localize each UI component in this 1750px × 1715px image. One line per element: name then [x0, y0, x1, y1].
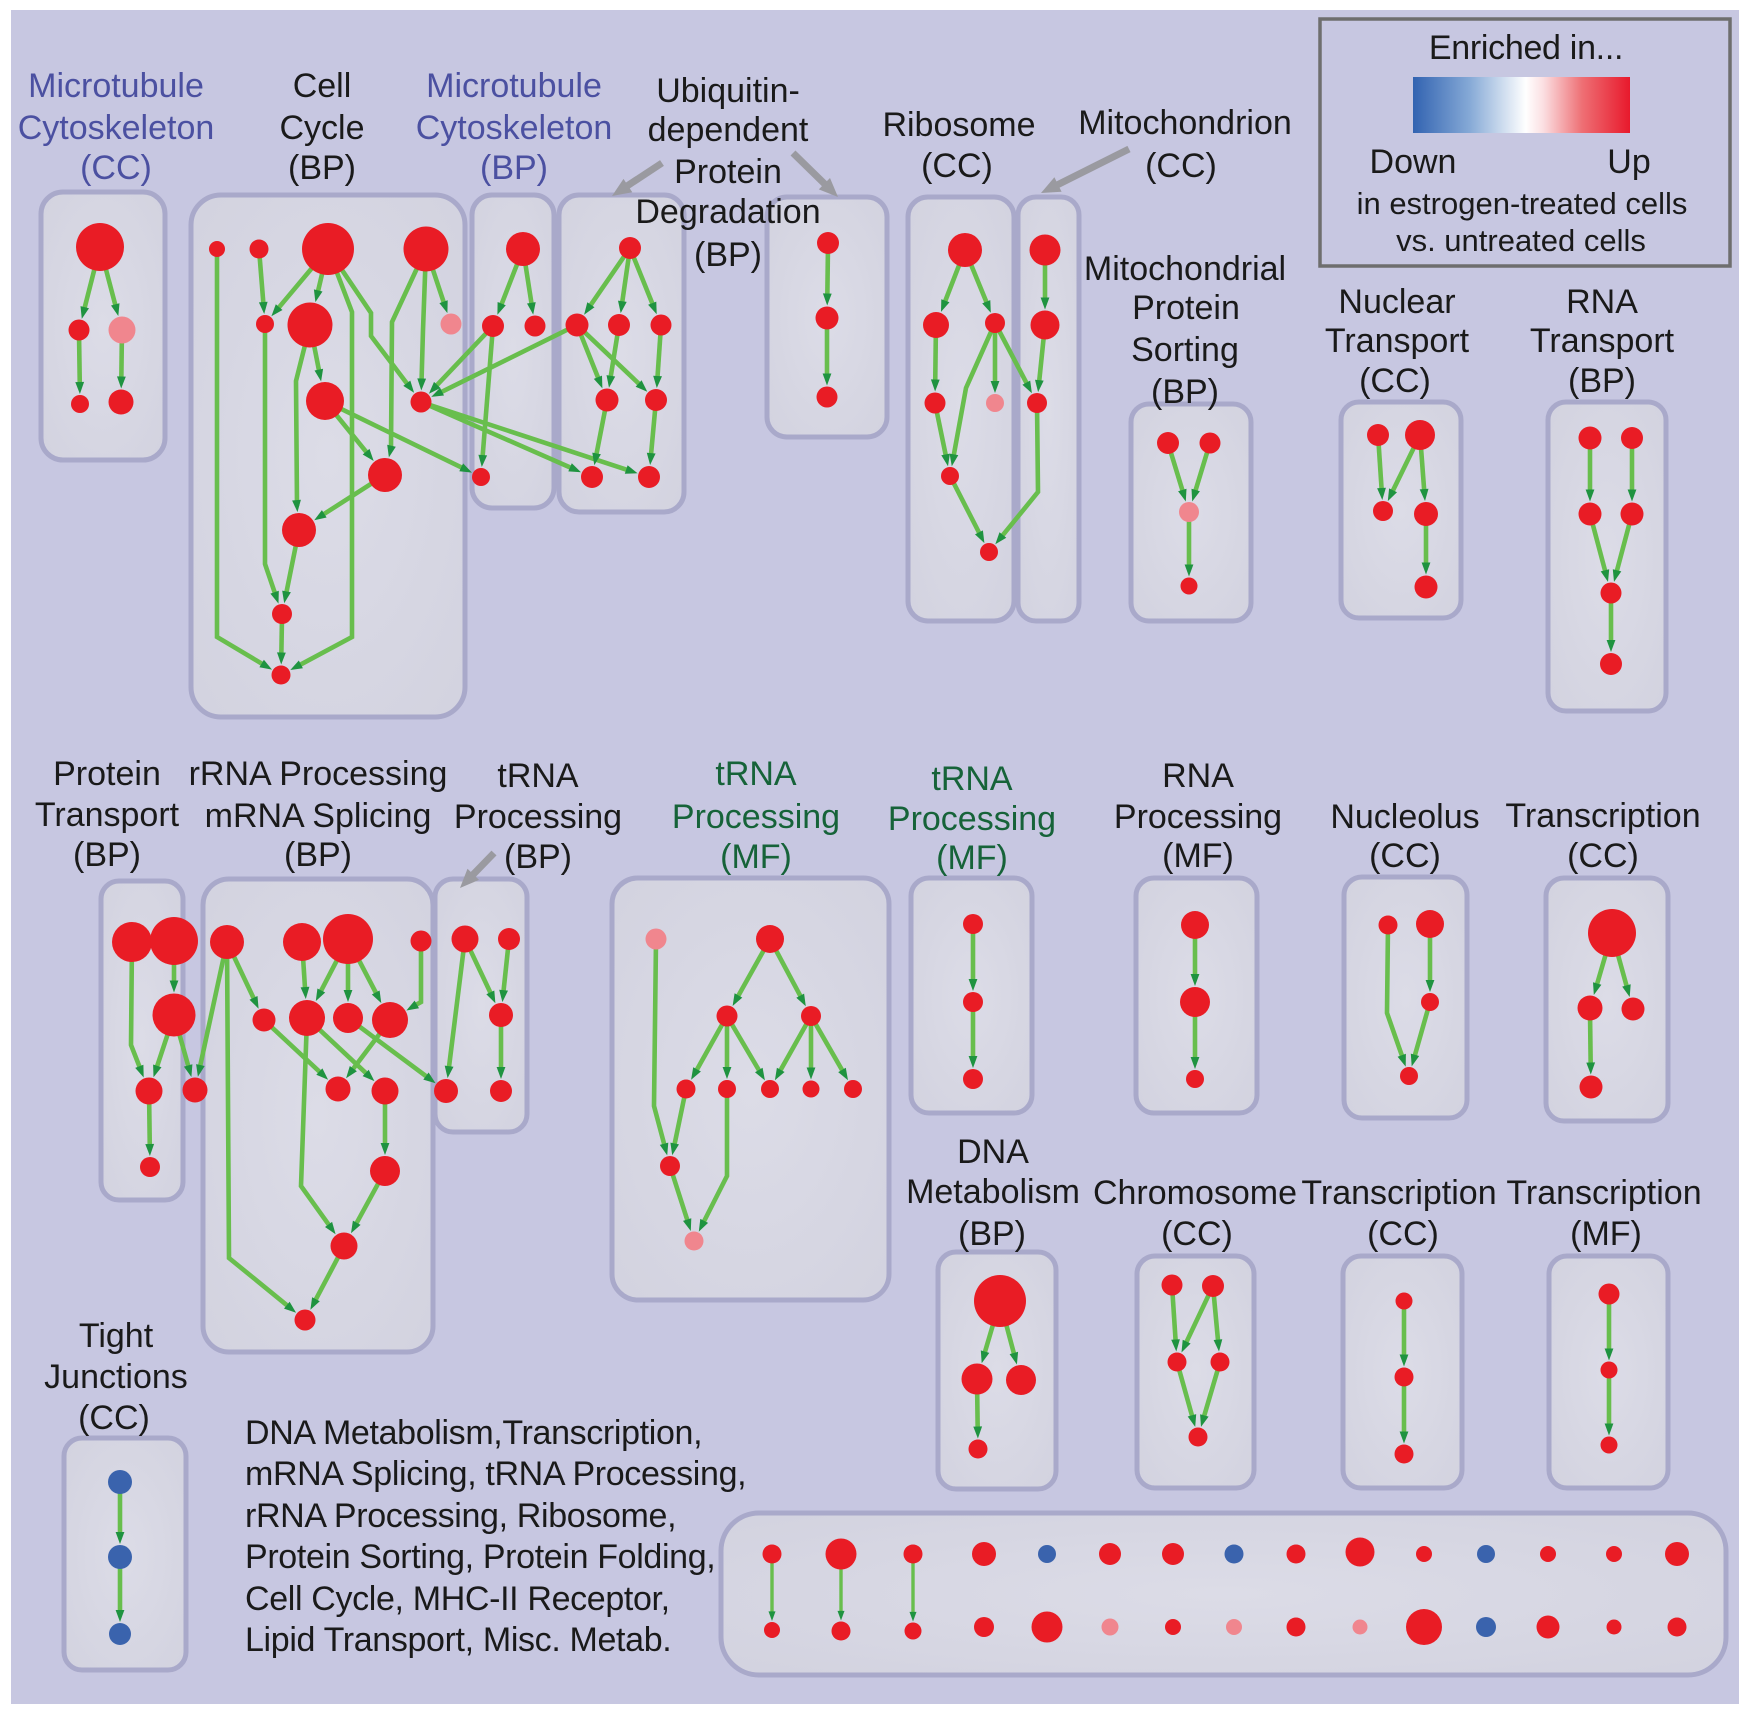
svg-text:DNA: DNA — [957, 1133, 1029, 1171]
svg-text:Ubiquitin-: Ubiquitin- — [656, 72, 800, 110]
svg-text:Cytoskeleton: Cytoskeleton — [18, 109, 215, 147]
svg-text:(CC): (CC) — [1145, 147, 1217, 185]
svg-text:Protein: Protein — [674, 153, 782, 191]
svg-text:Transport: Transport — [35, 796, 180, 834]
svg-text:Mitochondrial: Mitochondrial — [1084, 250, 1286, 288]
svg-text:Lipid Transport, Misc. Metab.: Lipid Transport, Misc. Metab. — [245, 1621, 671, 1659]
svg-text:(MF): (MF) — [1570, 1215, 1642, 1253]
svg-text:Ribosome: Ribosome — [882, 106, 1035, 144]
svg-text:in estrogen-treated cells: in estrogen-treated cells — [1357, 186, 1688, 221]
svg-text:Tight: Tight — [79, 1317, 154, 1355]
svg-text:Junctions: Junctions — [44, 1358, 188, 1396]
svg-text:DNA Metabolism,Transcription,: DNA Metabolism,Transcription, — [245, 1414, 702, 1452]
svg-text:(MF): (MF) — [1162, 837, 1234, 875]
svg-text:(BP): (BP) — [73, 836, 141, 874]
svg-text:RNA: RNA — [1566, 283, 1638, 321]
svg-text:Protein: Protein — [1132, 289, 1240, 327]
svg-text:mRNA Splicing: mRNA Splicing — [205, 797, 432, 835]
svg-text:(CC): (CC) — [80, 149, 152, 187]
svg-text:Microtubule: Microtubule — [426, 67, 602, 105]
svg-text:rRNA Processing, Ribosome,: rRNA Processing, Ribosome, — [245, 1497, 676, 1535]
svg-text:(MF): (MF) — [936, 839, 1008, 877]
svg-text:(CC): (CC) — [921, 147, 993, 185]
svg-text:Cycle: Cycle — [279, 109, 364, 147]
svg-text:(BP): (BP) — [1568, 362, 1636, 400]
svg-text:(BP): (BP) — [958, 1215, 1026, 1253]
svg-text:Down: Down — [1370, 143, 1457, 181]
svg-text:Processing: Processing — [672, 798, 840, 836]
svg-text:tRNA: tRNA — [497, 757, 579, 795]
svg-text:Protein Sorting, Protein Foldi: Protein Sorting, Protein Folding, — [245, 1538, 715, 1576]
svg-text:(MF): (MF) — [720, 838, 792, 876]
svg-text:Processing: Processing — [454, 798, 622, 836]
svg-text:(CC): (CC) — [78, 1399, 150, 1437]
svg-text:Metabolism: Metabolism — [906, 1173, 1080, 1211]
svg-text:mRNA Splicing, tRNA Processing: mRNA Splicing, tRNA Processing, — [245, 1455, 746, 1493]
svg-text:dependent: dependent — [648, 111, 809, 149]
svg-text:(CC): (CC) — [1161, 1215, 1233, 1253]
svg-text:tRNA: tRNA — [715, 755, 797, 793]
svg-text:Nuclear: Nuclear — [1338, 283, 1455, 321]
svg-text:vs. untreated cells: vs. untreated cells — [1396, 223, 1646, 258]
svg-text:RNA: RNA — [1162, 757, 1234, 795]
svg-text:Up: Up — [1607, 143, 1650, 181]
svg-text:Transport: Transport — [1530, 322, 1675, 360]
svg-text:(CC): (CC) — [1567, 837, 1639, 875]
svg-text:(BP): (BP) — [504, 838, 572, 876]
svg-text:(CC): (CC) — [1359, 362, 1431, 400]
svg-text:tRNA: tRNA — [931, 760, 1013, 798]
svg-text:Degradation: Degradation — [635, 193, 820, 231]
svg-text:(CC): (CC) — [1367, 1215, 1439, 1253]
svg-text:Cytoskeleton: Cytoskeleton — [416, 109, 613, 147]
svg-text:(BP): (BP) — [1151, 373, 1219, 411]
svg-text:(BP): (BP) — [480, 149, 548, 187]
svg-text:Sorting: Sorting — [1131, 331, 1239, 369]
svg-text:Transcription: Transcription — [1506, 1174, 1701, 1212]
svg-text:Protein: Protein — [53, 755, 161, 793]
svg-text:Nucleolus: Nucleolus — [1330, 798, 1479, 836]
svg-text:Processing: Processing — [1114, 798, 1282, 836]
svg-text:(BP): (BP) — [694, 236, 762, 274]
svg-text:Cell: Cell — [293, 67, 352, 105]
svg-text:Enriched in...: Enriched in... — [1429, 29, 1623, 67]
svg-text:Processing: Processing — [888, 800, 1056, 838]
svg-text:Transport: Transport — [1325, 322, 1470, 360]
svg-text:Microtubule: Microtubule — [28, 67, 204, 105]
svg-text:rRNA Processing: rRNA Processing — [189, 755, 448, 793]
svg-text:Chromosome: Chromosome — [1093, 1174, 1297, 1212]
svg-text:Cell Cycle, MHC-II Receptor,: Cell Cycle, MHC-II Receptor, — [245, 1580, 670, 1618]
svg-text:Transcription: Transcription — [1301, 1174, 1496, 1212]
svg-text:(BP): (BP) — [284, 836, 352, 874]
svg-text:(CC): (CC) — [1369, 837, 1441, 875]
svg-text:Mitochondrion: Mitochondrion — [1078, 104, 1292, 142]
svg-text:Transcription: Transcription — [1505, 797, 1700, 835]
svg-text:(BP): (BP) — [288, 149, 356, 187]
